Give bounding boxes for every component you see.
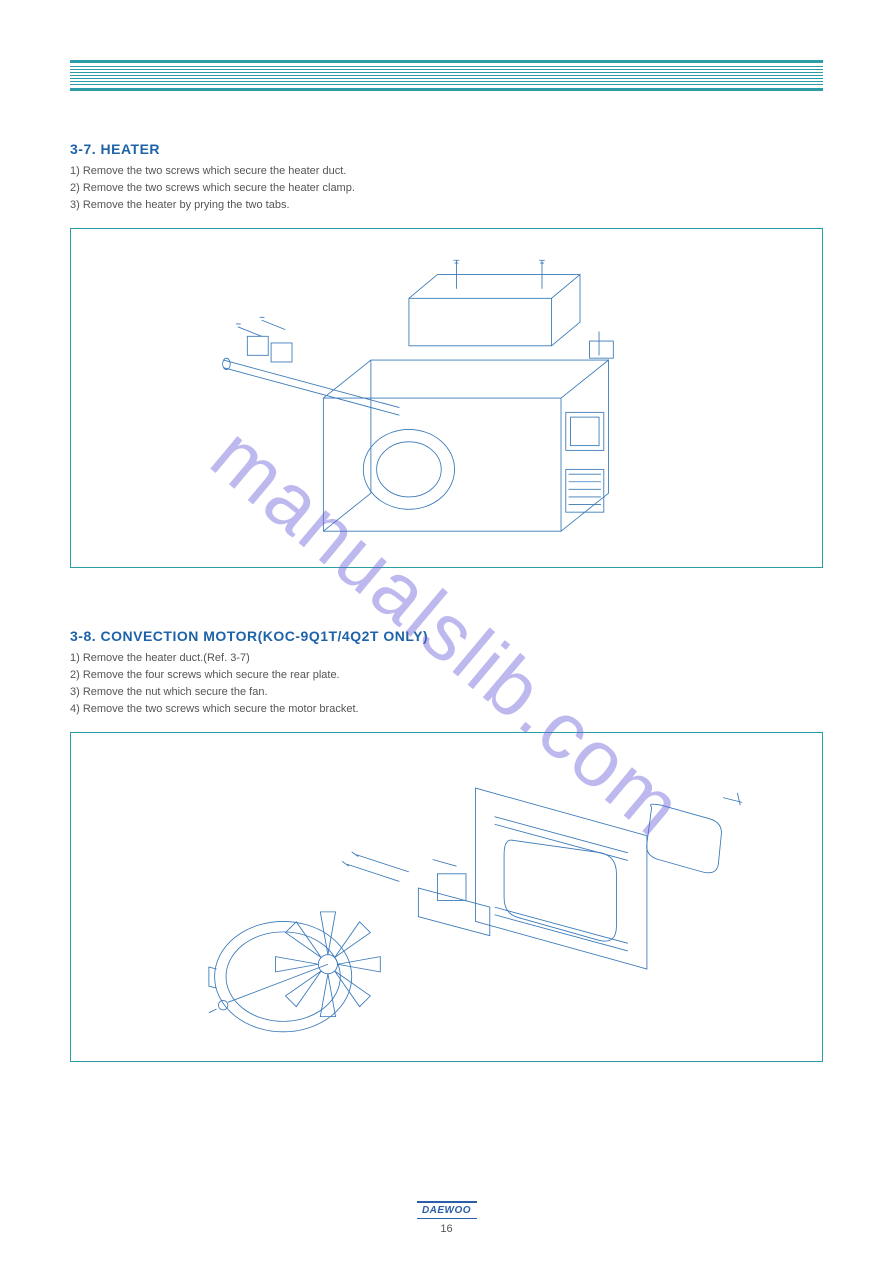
footer-rule-bottom xyxy=(417,1218,477,1219)
document-page: 3-7. HEATER 1) Remove the two screws whi… xyxy=(0,0,893,1263)
page-number: 16 xyxy=(440,1223,452,1235)
header-band xyxy=(70,60,823,91)
band-thick-top xyxy=(70,60,823,63)
footer-logo: DAEWOO xyxy=(422,1205,471,1216)
convection-diagram-svg xyxy=(109,750,785,1045)
step-item: 2) Remove the four screws which secure t… xyxy=(70,667,823,684)
page-footer: DAEWOO 16 xyxy=(0,1201,893,1235)
section-title-convection: 3-8. CONVECTION MOTOR(KOC-9Q1T/4Q2T ONLY… xyxy=(70,628,823,644)
footer-rule-top xyxy=(417,1201,477,1203)
section-title-heater: 3-7. HEATER xyxy=(70,141,823,157)
step-item: 1) Remove the heater duct.(Ref. 3-7) xyxy=(70,650,823,667)
figure-convection xyxy=(70,732,823,1062)
heater-diagram-svg xyxy=(109,246,785,550)
step-item: 2) Remove the two screws which secure th… xyxy=(70,180,823,197)
step-item: 4) Remove the two screws which secure th… xyxy=(70,701,823,718)
step-item: 1) Remove the two screws which secure th… xyxy=(70,163,823,180)
step-list-heater: 1) Remove the two screws which secure th… xyxy=(70,163,823,214)
band-thick-bottom xyxy=(70,88,823,91)
band-thin-lines xyxy=(70,66,823,85)
step-list-convection: 1) Remove the heater duct.(Ref. 3-7) 2) … xyxy=(70,650,823,718)
step-item: 3) Remove the nut which secure the fan. xyxy=(70,684,823,701)
figure-heater xyxy=(70,228,823,568)
step-item: 3) Remove the heater by prying the two t… xyxy=(70,197,823,214)
